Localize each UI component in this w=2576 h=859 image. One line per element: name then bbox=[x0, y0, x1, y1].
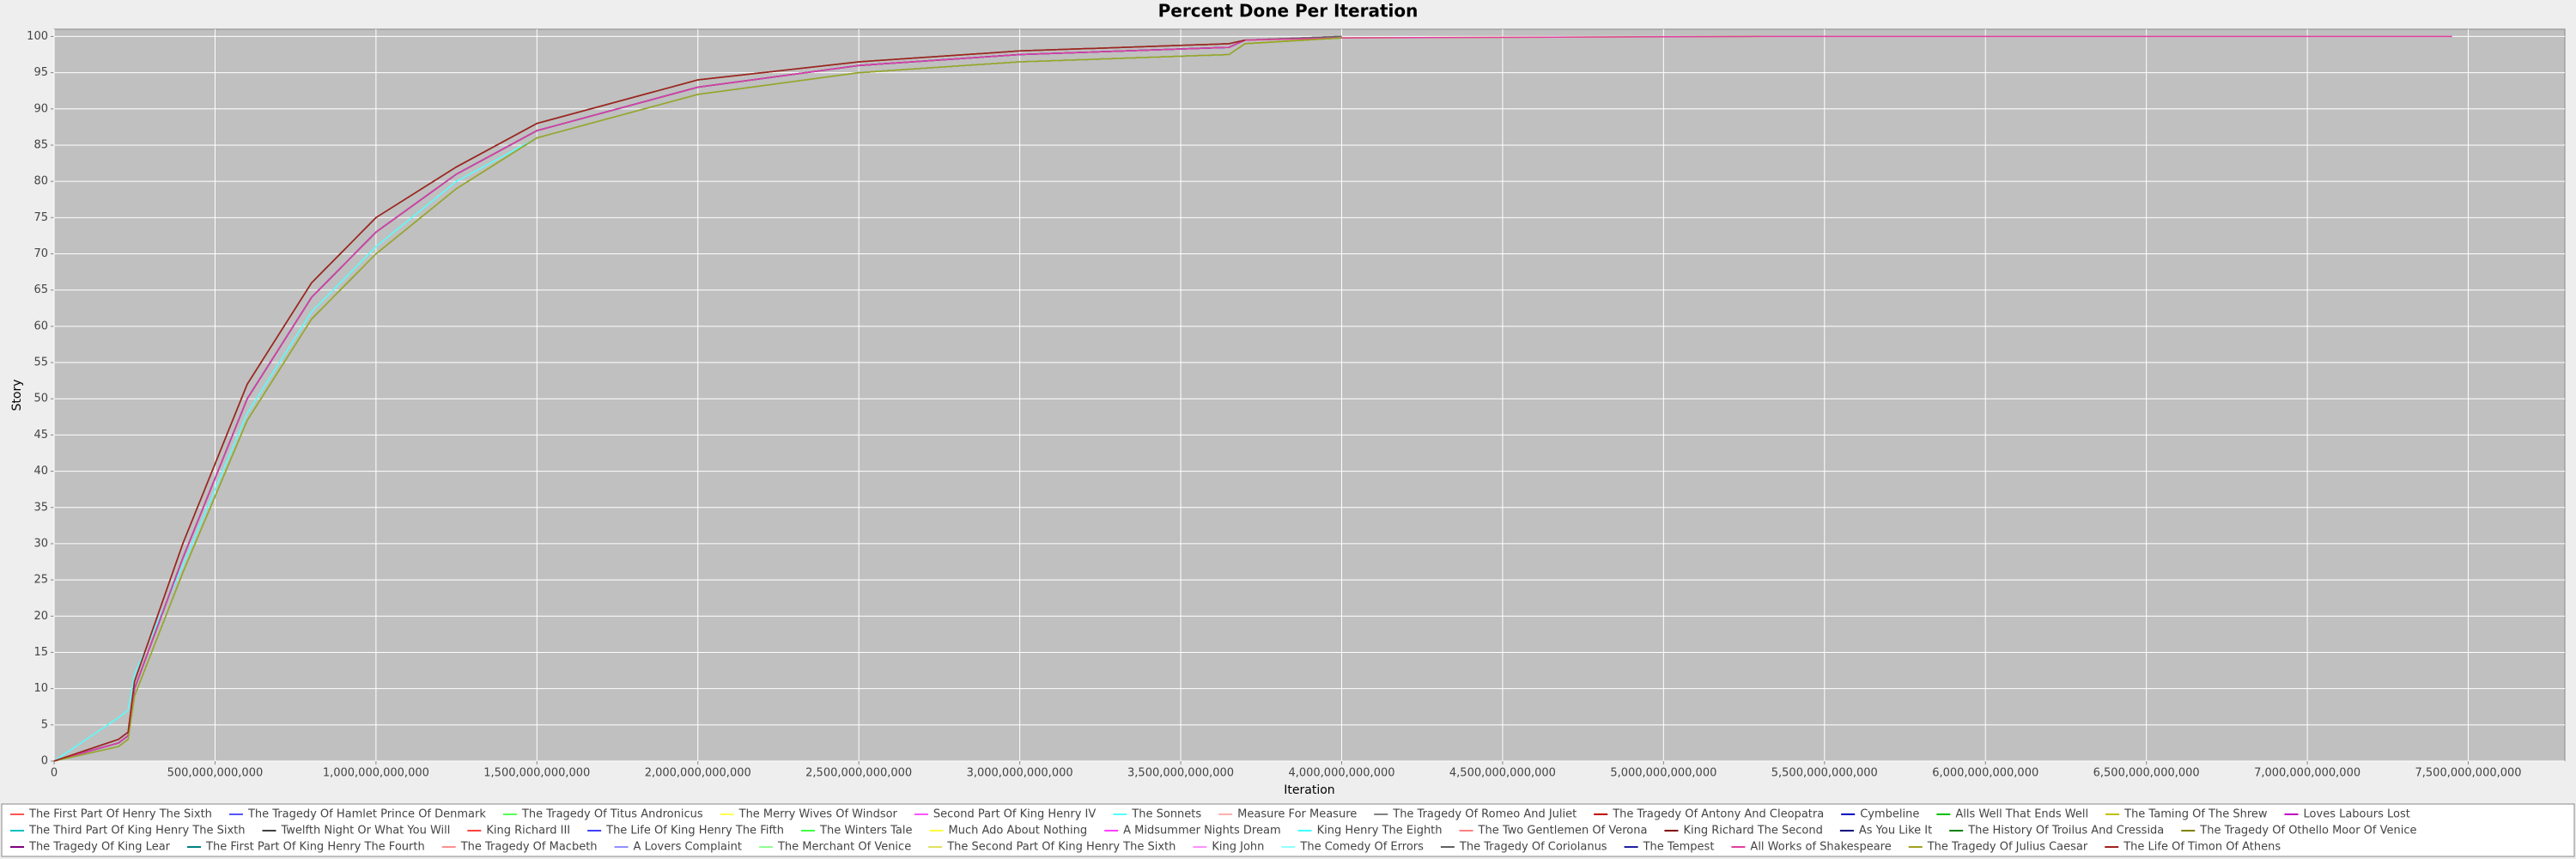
legend-label: The Merchant Of Venice bbox=[777, 841, 911, 854]
y-tick-label: 85 bbox=[33, 138, 48, 151]
x-tick-label: 2,000,000,000,000 bbox=[645, 767, 751, 780]
legend-label: The First Part Of Henry The Sixth bbox=[28, 808, 212, 821]
x-tick-label: 6,000,000,000,000 bbox=[1932, 767, 2038, 780]
x-tick-label: 7,000,000,000,000 bbox=[2254, 767, 2360, 780]
chart-title: Percent Done Per Iteration bbox=[1158, 1, 1419, 21]
legend-label: The Two Gentlemen Of Verona bbox=[1478, 825, 1648, 838]
legend-label: Cymbeline bbox=[1860, 808, 1919, 821]
legend-label: King Richard The Second bbox=[1683, 825, 1822, 838]
y-tick-label: 30 bbox=[33, 537, 48, 550]
legend-label: A Lovers Complaint bbox=[634, 841, 742, 854]
legend-label: The Tragedy Of Titus Andronicus bbox=[521, 808, 703, 821]
y-tick-label: 70 bbox=[33, 247, 48, 260]
legend-label: King John bbox=[1212, 841, 1264, 854]
legend-label: The Tragedy Of Julius Caesar bbox=[1927, 841, 2088, 854]
legend-label: Twelfth Night Or What You Will bbox=[281, 825, 451, 838]
legend-label: The Winters Tale bbox=[819, 825, 912, 838]
y-tick-label: 45 bbox=[33, 429, 48, 442]
plot-area bbox=[53, 28, 2566, 762]
legend-label: As You Like It bbox=[1859, 825, 1932, 838]
legend-label: The Merry Wives Of Windsor bbox=[738, 808, 898, 821]
x-tick-label: 6,500,000,000,000 bbox=[2093, 767, 2200, 780]
x-tick-label: 5,500,000,000,000 bbox=[1771, 767, 1878, 780]
y-tick-label: 25 bbox=[33, 574, 48, 587]
legend-label: The Tempest bbox=[1643, 841, 1715, 854]
legend-label: The Sonnets bbox=[1131, 808, 1201, 821]
legend-label: The Tragedy Of Othello Moor Of Venice bbox=[2199, 825, 2416, 838]
legend-label: The Second Part Of King Henry The Sixth bbox=[946, 841, 1176, 854]
legend-label: The Comedy Of Errors bbox=[1299, 841, 1424, 854]
legend-label: Loves Labours Lost bbox=[2304, 808, 2410, 821]
legend-label: The Tragedy Of Antony And Cleopatra bbox=[1612, 808, 1824, 821]
legend-label: Much Ado About Nothing bbox=[948, 825, 1087, 838]
legend-label: Measure For Measure bbox=[1237, 808, 1357, 821]
y-tick-label: 40 bbox=[33, 465, 48, 478]
x-tick-label: 0 bbox=[51, 767, 58, 780]
x-tick-label: 5,000,000,000,000 bbox=[1610, 767, 1716, 780]
y-tick-label: 60 bbox=[33, 320, 48, 332]
y-tick-label: 55 bbox=[33, 356, 48, 369]
y-tick-label: 5 bbox=[41, 718, 48, 731]
y-tick-label: 15 bbox=[33, 646, 48, 659]
legend-label: The First Part Of King Henry The Fourth bbox=[205, 841, 425, 854]
series-line bbox=[53, 37, 1342, 762]
x-tick-label: 3,000,000,000,000 bbox=[967, 767, 1073, 780]
x-axis-label: Iteration bbox=[1284, 783, 1334, 797]
x-tick-label: 4,500,000,000,000 bbox=[1449, 767, 1556, 780]
series-line bbox=[53, 39, 1246, 762]
y-axis-label: Story bbox=[10, 380, 24, 411]
x-tick-label: 1,000,000,000,000 bbox=[323, 767, 429, 780]
y-tick-label: 90 bbox=[33, 102, 48, 115]
x-tick-label: 3,500,000,000,000 bbox=[1127, 767, 1234, 780]
legend-label: The Life Of Timon Of Athens bbox=[2123, 841, 2281, 854]
legend-label: Alls Well That Ends Well bbox=[1955, 808, 2088, 821]
y-tick-label: 50 bbox=[33, 393, 48, 405]
y-tick-label: 65 bbox=[33, 283, 48, 296]
legend-label: The Tragedy Of Romeo And Juliet bbox=[1392, 808, 1577, 821]
legend-label: The Third Part Of King Henry The Sixth bbox=[28, 825, 246, 838]
legend-label: The History Of Troilus And Cressida bbox=[1967, 825, 2164, 838]
y-tick-label: 35 bbox=[33, 501, 48, 514]
legend-label: The Tragedy Of Hamlet Prince Of Denmark bbox=[247, 808, 486, 821]
legend-label: Second Part Of King Henry IV bbox=[933, 808, 1096, 821]
y-tick-label: 20 bbox=[33, 610, 48, 623]
legend-label: The Tragedy Of King Lear bbox=[28, 841, 171, 854]
legend-label: King Richard III bbox=[486, 825, 570, 838]
x-tick-label: 500,000,000,000 bbox=[167, 767, 264, 780]
legend-label: King Henry The Eighth bbox=[1317, 825, 1443, 838]
legend-label: The Tragedy Of Macbeth bbox=[460, 841, 598, 854]
y-tick-label: 10 bbox=[33, 682, 48, 695]
legend-label: The Tragedy Of Coriolanus bbox=[1459, 841, 1607, 854]
legend-label: The Life Of King Henry The Fifth bbox=[605, 825, 784, 838]
legend-label: All Works of Shakespeare bbox=[1750, 841, 1891, 854]
y-tick-label: 0 bbox=[41, 755, 48, 768]
y-tick-label: 80 bbox=[33, 175, 48, 188]
x-tick-label: 1,500,000,000,000 bbox=[483, 767, 590, 780]
legend-label: A Midsummer Nights Dream bbox=[1123, 825, 1280, 838]
series-line bbox=[53, 35, 2452, 762]
y-tick-label: 75 bbox=[33, 211, 48, 224]
x-tick-label: 2,500,000,000,000 bbox=[805, 767, 912, 780]
x-tick-label: 7,500,000,000,000 bbox=[2415, 767, 2522, 780]
legend-label: The Taming Of The Shrew bbox=[2123, 808, 2268, 821]
x-tick-label: 4,000,000,000,000 bbox=[1288, 767, 1394, 780]
y-tick-label: 95 bbox=[33, 66, 48, 79]
y-tick-label: 100 bbox=[27, 30, 48, 43]
